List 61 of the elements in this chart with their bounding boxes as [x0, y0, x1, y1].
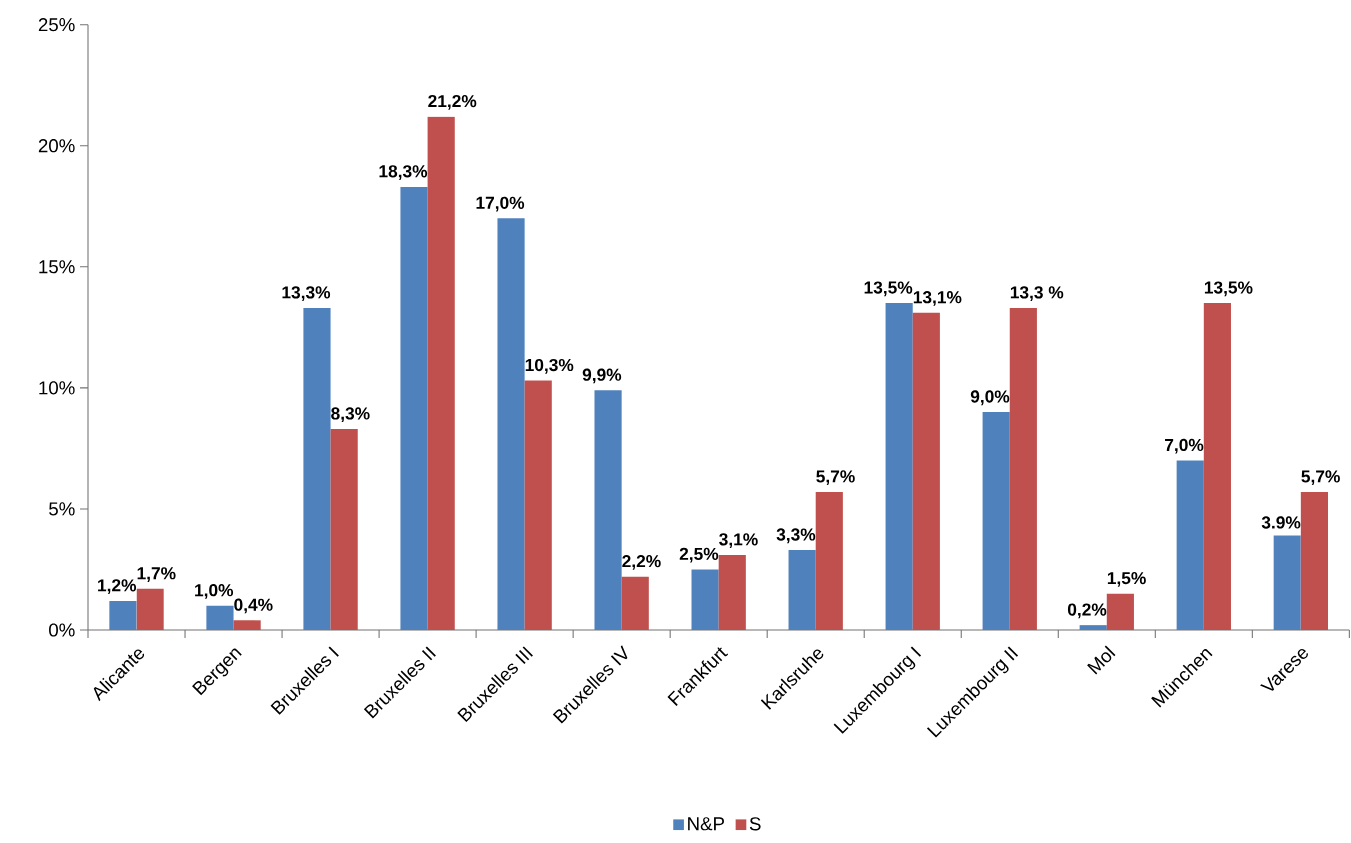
- bar: [815, 491, 843, 630]
- y-tick-label: 15%: [39, 260, 75, 274]
- x-tick-label: Mol: [1087, 645, 1116, 675]
- bar: [718, 554, 746, 630]
- data-label: 13,3%: [282, 286, 331, 302]
- data-label: 9,9%: [582, 368, 622, 384]
- bar: [1079, 625, 1107, 630]
- data-label: 13,1%: [913, 291, 962, 306]
- bar: [1106, 593, 1134, 630]
- data-label: 0,4%: [234, 598, 273, 614]
- bar: [912, 312, 940, 630]
- legend-label: S: [749, 817, 761, 831]
- bar: [303, 307, 331, 630]
- bar: [788, 550, 816, 630]
- data-label: 0,2%: [1067, 603, 1107, 619]
- data-label: 1,5%: [1107, 572, 1146, 587]
- bar: [691, 569, 719, 630]
- bar: [1203, 303, 1231, 630]
- bar: [1176, 460, 1204, 630]
- data-label: 3,3%: [776, 528, 816, 544]
- data-label: 5,7%: [1301, 470, 1340, 486]
- bar: [885, 303, 913, 630]
- data-label: 13,5%: [864, 281, 913, 297]
- data-label: 17,0%: [476, 196, 525, 212]
- bar: [982, 412, 1010, 630]
- data-label: 1,0%: [195, 584, 234, 599]
- data-label: 3.9%: [1261, 516, 1301, 529]
- bar: [1009, 307, 1037, 630]
- y-tick-label: 25%: [38, 18, 75, 32]
- y-tick-label: 5%: [49, 502, 75, 516]
- data-label: 1,7%: [137, 567, 176, 582]
- bar: [233, 620, 261, 630]
- bar: [1300, 491, 1328, 630]
- bar: [109, 600, 137, 630]
- data-label: 21,2%: [428, 94, 477, 110]
- data-label: 13,3 %: [1010, 286, 1064, 302]
- data-label: 2,2%: [622, 555, 661, 570]
- bar: [400, 186, 428, 630]
- bar: [621, 576, 649, 630]
- data-label: 13,5%: [1204, 281, 1253, 297]
- data-label: 3,1%: [719, 533, 758, 548]
- data-label: 10,3%: [525, 358, 574, 374]
- data-label: 8,3%: [331, 407, 370, 423]
- data-label: 1,2%: [98, 579, 137, 594]
- bar: [524, 380, 552, 630]
- y-tick-label: 10%: [39, 381, 75, 395]
- data-label: 5,7%: [816, 470, 855, 486]
- data-label: 18,3%: [379, 165, 428, 180]
- bar: [594, 390, 622, 630]
- bar: [497, 218, 525, 630]
- y-tick-label: 20%: [38, 139, 75, 153]
- bar: [330, 429, 358, 630]
- legend-label: N&P: [688, 817, 724, 831]
- bar: [206, 605, 234, 630]
- bar: [427, 116, 455, 630]
- data-label: 7,0%: [1165, 438, 1204, 454]
- y-tick-label: 0%: [49, 623, 75, 637]
- data-label: 2,5%: [679, 547, 719, 563]
- bar: [136, 588, 164, 630]
- data-label: 9,0%: [970, 390, 1010, 406]
- bar: [1273, 535, 1301, 630]
